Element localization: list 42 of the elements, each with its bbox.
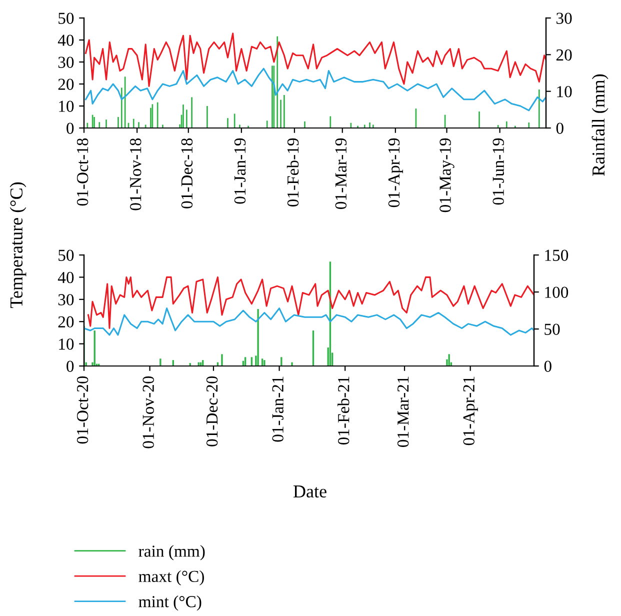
y-tick-label: 20 bbox=[58, 78, 74, 90]
y-tick-label: 40 bbox=[58, 272, 74, 284]
y-tick-label: 0 bbox=[66, 122, 74, 134]
y-tick-label: 40 bbox=[58, 34, 74, 46]
x-tick-label: 01-Jan-19 bbox=[234, 138, 246, 204]
legend-label: rain (mm) bbox=[138, 545, 205, 560]
x-tick-label: 01-Oct-20 bbox=[76, 376, 88, 444]
y2-tick-label: 10 bbox=[557, 86, 572, 98]
x-tick-label: 01-Feb-21 bbox=[338, 376, 350, 445]
x-tick-label: 01-Mar-19 bbox=[335, 138, 347, 209]
y-tick-label: 10 bbox=[59, 338, 74, 350]
x-tick-label: 01-Jun-19 bbox=[492, 138, 504, 205]
x-tick-label: 01-Feb-19 bbox=[286, 138, 299, 207]
y2-axis-title: Rainfall (mm) bbox=[592, 74, 608, 176]
x-tick-label: 01-Dec-20 bbox=[206, 376, 218, 446]
y-tick-label: 30 bbox=[58, 56, 74, 68]
x-tick-label: 01-May-19 bbox=[440, 138, 454, 212]
y-tick-label: 30 bbox=[58, 294, 74, 306]
x-tick-label: 01-Apr-19 bbox=[388, 138, 403, 208]
x-axis-title: Date bbox=[293, 486, 326, 498]
x-tick-label: 01-Jan-21 bbox=[272, 376, 284, 442]
y2-tick-label: 20 bbox=[556, 49, 572, 61]
x-tick-label: 01-Dec-18 bbox=[181, 138, 193, 208]
y-tick-label: 10 bbox=[59, 100, 74, 112]
y2-tick-label: 0 bbox=[544, 360, 552, 372]
y-tick-label: 50 bbox=[58, 250, 74, 261]
y-tick-label: 20 bbox=[58, 316, 74, 328]
y2-tick-label: 100 bbox=[545, 286, 568, 298]
y2-tick-label: 30 bbox=[556, 12, 572, 24]
x-tick-label: 01-Nov-20 bbox=[142, 376, 154, 448]
y-tick-label: 0 bbox=[66, 360, 74, 372]
x-tick-label: 01-Oct-18 bbox=[76, 138, 88, 206]
x-tick-label: 01-Mar-21 bbox=[397, 376, 409, 447]
legend-label: maxt (°C) bbox=[138, 570, 204, 586]
x-tick-label: 01-Nov-18 bbox=[130, 138, 142, 210]
y2-tick-label: 150 bbox=[545, 250, 568, 261]
y2-tick-label: 50 bbox=[544, 324, 560, 335]
y2-tick-label: 0 bbox=[556, 122, 564, 134]
x-tick-label: 01-Apr-21 bbox=[463, 376, 478, 446]
legend-label: mint (°C) bbox=[138, 596, 202, 611]
y-axis-title: Temperature (°C) bbox=[10, 182, 26, 308]
y-tick-label: 50 bbox=[58, 12, 74, 24]
